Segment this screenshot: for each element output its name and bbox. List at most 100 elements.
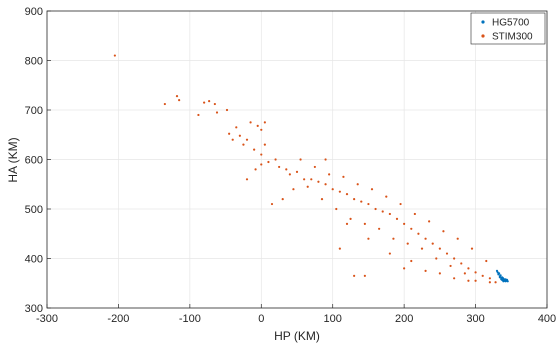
data-point-stim300 [488, 281, 491, 284]
data-point-hg5700 [500, 278, 504, 281]
x-tick-label: -100 [179, 313, 201, 325]
data-point-stim300 [467, 279, 470, 282]
data-point-stim300 [178, 99, 181, 102]
data-point-stim300 [231, 138, 234, 141]
data-point-stim300 [374, 207, 377, 211]
data-point-stim300 [438, 272, 441, 275]
data-point-stim300 [353, 198, 356, 201]
data-point-stim300 [197, 113, 200, 117]
data-point-stim300 [267, 160, 270, 164]
data-point-stim300 [467, 267, 470, 270]
data-point-stim300 [370, 188, 374, 191]
data-point-stim300 [410, 227, 413, 230]
tick-labels: -300 -200 -100 0 100 200 300 400 300 400 500 600 700… [25, 6, 557, 325]
data-point-stim300 [424, 269, 427, 272]
data-point-stim300 [363, 274, 366, 277]
data-point-stim300 [263, 121, 266, 124]
legend-marker-hg5700 [481, 20, 485, 24]
data-point-stim300 [270, 202, 274, 206]
y-tick-label: 900 [25, 6, 43, 18]
data-point-stim300 [245, 138, 249, 141]
data-point-stim300 [453, 257, 456, 260]
data-point-stim300 [417, 232, 420, 235]
data-point-stim300 [488, 277, 491, 280]
data-point-stim300 [353, 274, 356, 277]
data-point-stim300 [249, 121, 252, 124]
data-point-stim300 [345, 222, 349, 225]
y-tick-label: 700 [25, 105, 43, 117]
data-point-stim300 [313, 165, 316, 169]
data-point-stim300 [260, 153, 263, 156]
data-point-stim300 [413, 212, 416, 216]
data-point-stim300 [403, 267, 406, 270]
data-point-stim300 [228, 132, 231, 135]
data-point-stim300 [463, 272, 466, 275]
data-point-stim300 [381, 210, 384, 213]
x-tick-label: 0 [258, 313, 264, 325]
data-point-stim300 [388, 252, 391, 255]
data-point-stim300 [470, 247, 474, 250]
data-point-stim300 [449, 264, 452, 268]
data-point-stim300 [349, 217, 352, 220]
data-point-stim300 [356, 183, 359, 186]
data-point-stim300 [238, 134, 241, 137]
legend-marker-stim300 [481, 34, 485, 38]
data-point-stim300 [242, 143, 245, 146]
data-point-stim300 [163, 102, 166, 106]
data-point-stim300 [367, 202, 370, 206]
data-point-stim300 [474, 279, 477, 282]
legend: HG5700 STIM300 [470, 12, 546, 45]
x-tick-label: -200 [107, 313, 129, 325]
data-point-stim300 [335, 207, 338, 211]
data-point-stim300 [435, 257, 438, 260]
data-point-stim300 [342, 175, 345, 178]
y-tick-label: 400 [25, 254, 43, 266]
data-point-stim300 [263, 143, 266, 146]
x-tick-label: 300 [466, 313, 484, 325]
data-point-stim300 [445, 252, 449, 255]
y-tick-label: 300 [25, 303, 43, 315]
data-point-stim300 [367, 237, 370, 240]
y-tick-label: 800 [25, 56, 43, 68]
grid [47, 11, 547, 308]
data-point-stim300 [317, 180, 320, 183]
data-point-stim300 [403, 222, 406, 225]
data-point-stim300 [215, 111, 219, 114]
data-point-stim300 [424, 237, 427, 240]
data-point-stim300 [260, 163, 263, 166]
data-point-stim300 [213, 102, 216, 106]
data-point-stim300 [260, 128, 263, 131]
data-point-stim300 [235, 126, 238, 129]
data-point-stim300 [338, 247, 341, 250]
data-point-hg5700 [496, 271, 499, 274]
data-point-hg5700 [498, 275, 501, 278]
data-point-stim300 [392, 237, 395, 240]
data-point-hg5700 [501, 276, 504, 279]
data-point-stim300 [481, 274, 484, 277]
y-tick-label: 500 [25, 204, 43, 216]
data-point-stim300 [331, 188, 334, 191]
data-point-stim300 [288, 173, 291, 176]
data-point-stim300 [306, 185, 309, 188]
data-point-stim300 [388, 212, 391, 216]
data-point-stim300 [431, 242, 434, 245]
data-point-stim300 [278, 165, 281, 169]
data-point-stim300 [456, 237, 459, 240]
data-point-stim300 [428, 220, 431, 223]
x-tick-label: -300 [36, 313, 58, 325]
data-point-stim300 [324, 183, 327, 186]
data-point-stim300 [453, 277, 456, 280]
data-point-stim300 [338, 190, 341, 193]
data-point-stim300 [360, 200, 363, 203]
data-point-stim300 [208, 99, 211, 103]
data-point-stim300 [406, 242, 409, 245]
data-point-stim300 [292, 188, 295, 191]
data-point-stim300 [225, 108, 229, 112]
data-point-stim300 [474, 271, 477, 274]
data-point-stim300 [399, 202, 402, 206]
data-point-stim300 [494, 281, 497, 284]
data-point-stim300 [363, 222, 366, 225]
data-point-stim300 [281, 198, 284, 201]
